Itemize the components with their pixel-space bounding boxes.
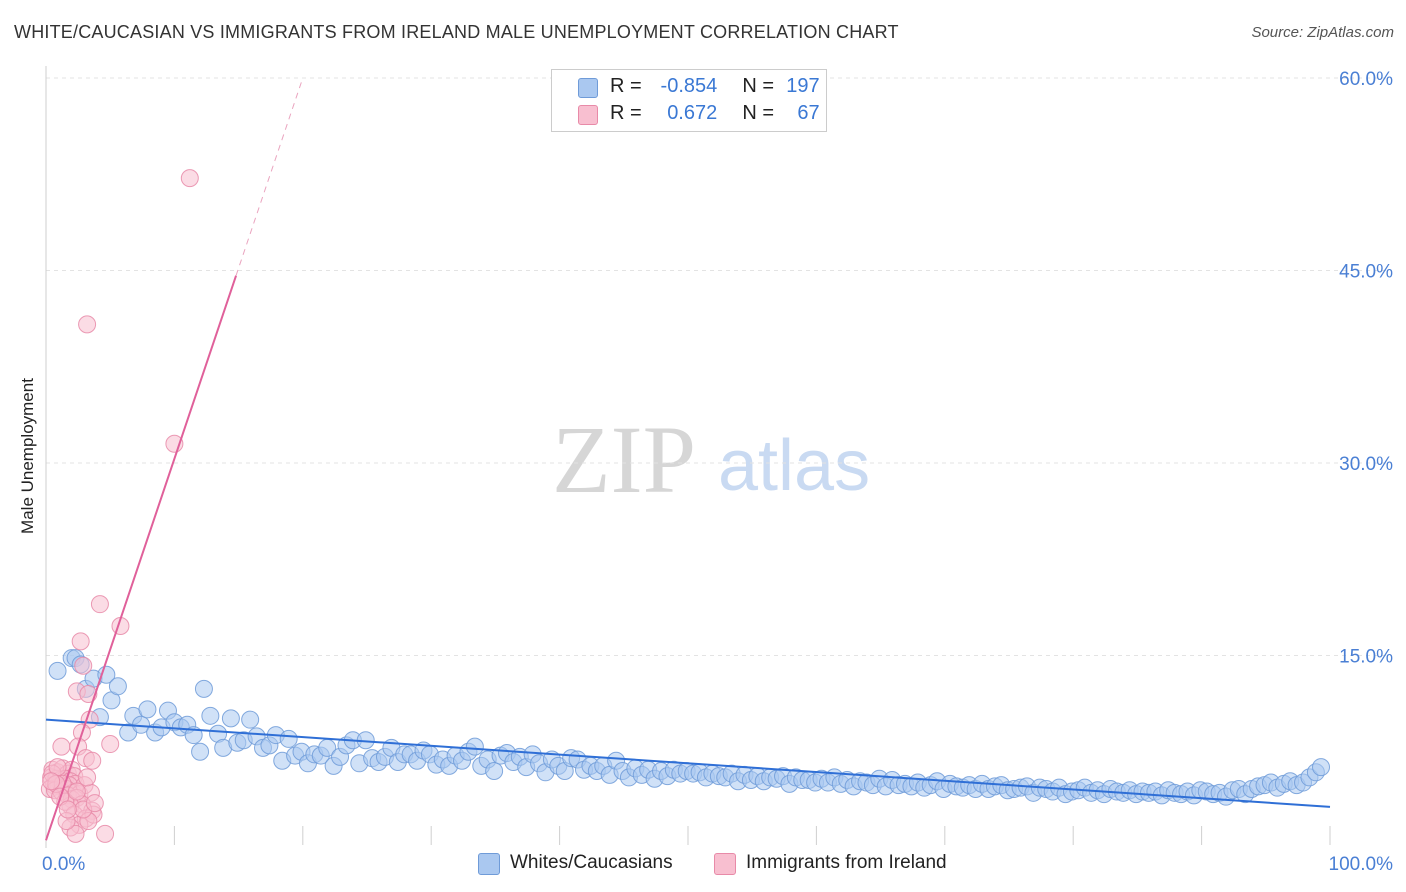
ireland-point (90, 595, 109, 614)
watermark-atlas: atlas (718, 426, 870, 506)
ireland-point (83, 751, 102, 770)
legend-text-whites: R = -0.854 N = 197 (610, 75, 820, 97)
y-tick-label: 15.0% (1339, 647, 1393, 668)
trend-line-whites (45, 718, 1331, 808)
correlation-legend: R = -0.854 N = 197 R = 0.672 N = 67 (551, 69, 827, 132)
trend-line-ireland-extension (235, 77, 304, 276)
legend-r-value-whites: -0.854 (660, 75, 718, 97)
bottom-legend-swatch-whites (478, 853, 500, 875)
ireland-point (52, 737, 71, 756)
axes (45, 66, 1331, 848)
bottom-legend-swatch-ireland (714, 853, 736, 875)
chart-title: WHITE/CAUCASIAN VS IMMIGRANTS FROM IRELA… (14, 22, 899, 42)
ireland-point (85, 794, 104, 813)
y-tick-label: 60.0% (1339, 69, 1393, 90)
legend-n-value-ireland: 67 (797, 102, 820, 124)
whites-point (201, 706, 220, 725)
ireland-point (42, 772, 61, 791)
y-tick-label: 45.0% (1339, 262, 1393, 283)
whites-point (1312, 758, 1331, 777)
whites-point (465, 737, 484, 756)
bottom-legend-label-ireland: Immigrants from Ireland (746, 852, 947, 873)
legend-swatch-whites (578, 78, 598, 98)
x-tick-label-max: 100.0% (1329, 854, 1394, 875)
grid-lines (46, 77, 1392, 656)
tick-labels: 15.0% 30.0% 45.0% 60.0% 0.0% 100.0% (42, 69, 1393, 875)
legend-r-value-ireland: 0.672 (667, 102, 718, 124)
ireland-point (71, 632, 90, 651)
legend-text-ireland: R = 0.672 N = 67 (610, 102, 820, 124)
trend-lines (45, 77, 1331, 841)
whites-point (48, 661, 67, 680)
series-whites-points (48, 649, 1331, 806)
whites-point (485, 762, 504, 780)
whites-point (221, 709, 240, 728)
whites-point (191, 742, 210, 761)
legend-swatch-ireland (578, 105, 598, 125)
ireland-point (96, 824, 115, 843)
x-tick-label-min: 0.0% (42, 854, 85, 875)
ireland-point (101, 735, 120, 754)
whites-point (194, 679, 213, 698)
ireland-point (79, 685, 98, 703)
trend-line-ireland (45, 275, 237, 841)
watermark-zip: ZIP (552, 406, 696, 513)
ireland-point (58, 800, 77, 819)
ireland-point (180, 169, 199, 188)
whites-point (138, 700, 157, 719)
ireland-point (67, 782, 86, 801)
ireland-point (74, 656, 93, 675)
y-tick-label: 30.0% (1339, 454, 1393, 475)
ireland-point (78, 768, 97, 787)
whites-point (279, 729, 298, 748)
bottom-legend-label-whites: Whites/Caucasians (510, 852, 673, 873)
whites-point (241, 710, 260, 729)
source-credit: Source: ZipAtlas.com (1251, 24, 1394, 41)
whites-point (108, 677, 127, 696)
ireland-point (66, 824, 85, 843)
legend-n-value-whites: 197 (786, 75, 820, 97)
ireland-point (78, 315, 97, 334)
